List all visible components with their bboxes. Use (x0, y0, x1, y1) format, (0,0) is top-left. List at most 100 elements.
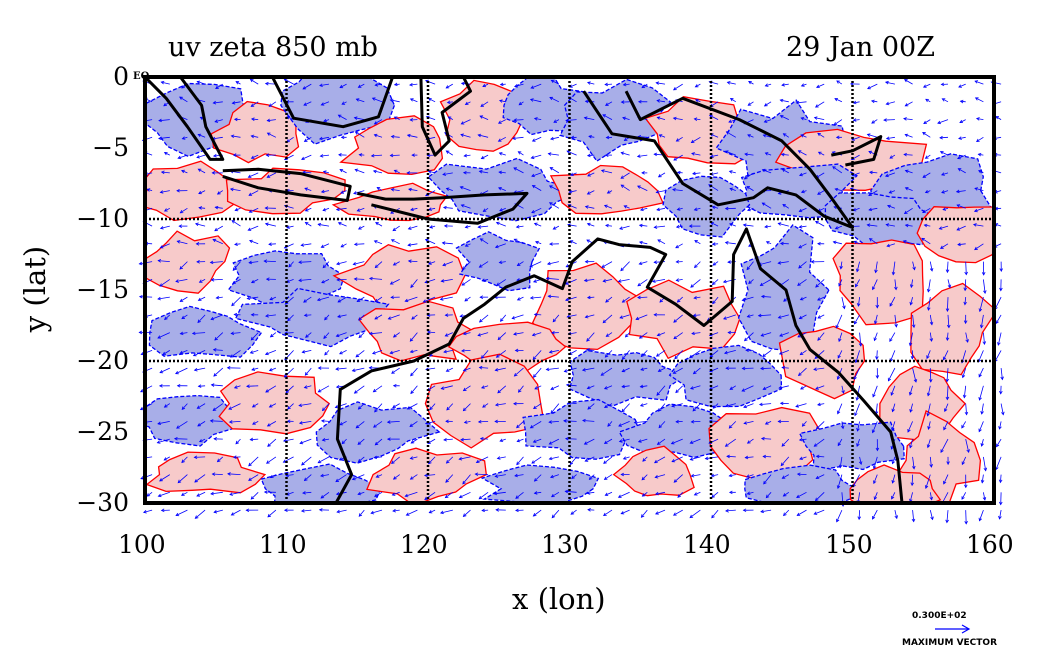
wind-vector (299, 438, 312, 445)
wind-vector (209, 419, 223, 423)
wind-vector (358, 153, 365, 157)
wind-vector (368, 276, 383, 281)
wind-vector (321, 437, 330, 442)
wind-vector (815, 454, 825, 459)
wind-vector (581, 367, 595, 372)
wind-vector (532, 350, 542, 361)
wind-vector (796, 509, 807, 516)
wind-vector (320, 473, 330, 478)
wind-vector (883, 118, 895, 122)
wind-vector (617, 279, 630, 283)
new-guinea-coast (582, 90, 854, 229)
wind-vector (159, 474, 171, 482)
wind-vector (671, 456, 683, 463)
wind-vector (891, 492, 896, 500)
wind-vector (963, 279, 968, 292)
wind-vector (641, 491, 648, 497)
wind-vector (781, 474, 789, 479)
wind-vector (515, 508, 524, 513)
eq-label: EQ (133, 71, 150, 82)
wind-vector (512, 136, 524, 141)
wind-vector (305, 332, 312, 338)
wind-vector (762, 350, 772, 357)
wind-vector (571, 474, 577, 480)
wind-vector (838, 279, 843, 287)
wind-vector (620, 509, 630, 515)
wind-vector (532, 509, 542, 517)
wind-vector (464, 243, 471, 247)
y-axis-label: y (lat) (18, 245, 53, 333)
wind-vector (266, 118, 276, 123)
wind-vector (195, 222, 206, 227)
map-title: uv zeta 850 mb (168, 32, 378, 63)
wind-vector (406, 133, 418, 138)
wind-vector (602, 279, 613, 283)
wind-vector (672, 116, 683, 121)
wind-vector (782, 491, 790, 497)
wind-vector (513, 118, 524, 122)
wind-vector (197, 384, 206, 388)
wind-vector (163, 403, 171, 408)
wind-vector (800, 189, 807, 194)
wind-vector (323, 118, 330, 123)
wind-vector (547, 294, 559, 299)
wind-vector (216, 456, 224, 463)
wind-vector (404, 296, 418, 303)
wind-vector (513, 332, 524, 336)
wind-vector (800, 83, 807, 87)
wind-vector (196, 154, 206, 159)
wind-vector (197, 133, 206, 138)
wind-vector (390, 134, 400, 139)
wind-vector (442, 205, 453, 210)
wind-vector (334, 403, 347, 409)
wind-vector (374, 491, 383, 497)
wind-vector (839, 261, 843, 270)
wind-vector (798, 261, 807, 269)
wind-vector (494, 419, 506, 424)
wind-vector (694, 240, 701, 245)
wind-vector (233, 385, 241, 389)
wind-vector (535, 240, 542, 245)
wind-vector (853, 314, 860, 325)
wind-vector (193, 367, 206, 372)
wind-vector (607, 421, 613, 427)
negative-vorticity-region (315, 401, 441, 464)
wind-vector (495, 350, 507, 358)
wind-vector (999, 279, 1003, 292)
new-britain-coast (831, 135, 883, 167)
wind-vector (175, 279, 188, 283)
wind-vector (620, 172, 630, 179)
wind-vector (868, 190, 878, 197)
wind-vector (852, 118, 860, 122)
wind-vector (621, 367, 630, 373)
x-tick-120: 120 (400, 530, 448, 559)
wind-vector (358, 314, 365, 321)
wind-vector (443, 437, 453, 442)
wind-vector (978, 170, 984, 174)
wind-vector (619, 314, 630, 319)
wind-vector (891, 456, 896, 465)
wind-vector (298, 260, 312, 264)
wind-vector (570, 135, 577, 140)
negative-vorticity-region (234, 287, 390, 348)
wind-vector (357, 438, 365, 445)
wind-vector (496, 456, 506, 460)
wind-vector (460, 204, 471, 209)
wind-vector (998, 510, 1002, 520)
wind-vector (998, 492, 1003, 506)
wind-vector (181, 136, 188, 140)
wind-vector (422, 296, 436, 303)
wind-vector (872, 509, 878, 520)
wind-vector (320, 101, 330, 106)
wind-vector (870, 99, 878, 104)
wind-vector (929, 332, 934, 342)
wind-vector (840, 421, 845, 430)
wind-vector (232, 279, 241, 284)
wind-vector (249, 78, 259, 85)
wind-vector (980, 474, 985, 484)
wind-vector (873, 314, 878, 325)
wind-vector (814, 350, 825, 359)
wind-vector (478, 491, 489, 500)
wind-vector (945, 297, 950, 313)
wind-vector (781, 438, 790, 447)
